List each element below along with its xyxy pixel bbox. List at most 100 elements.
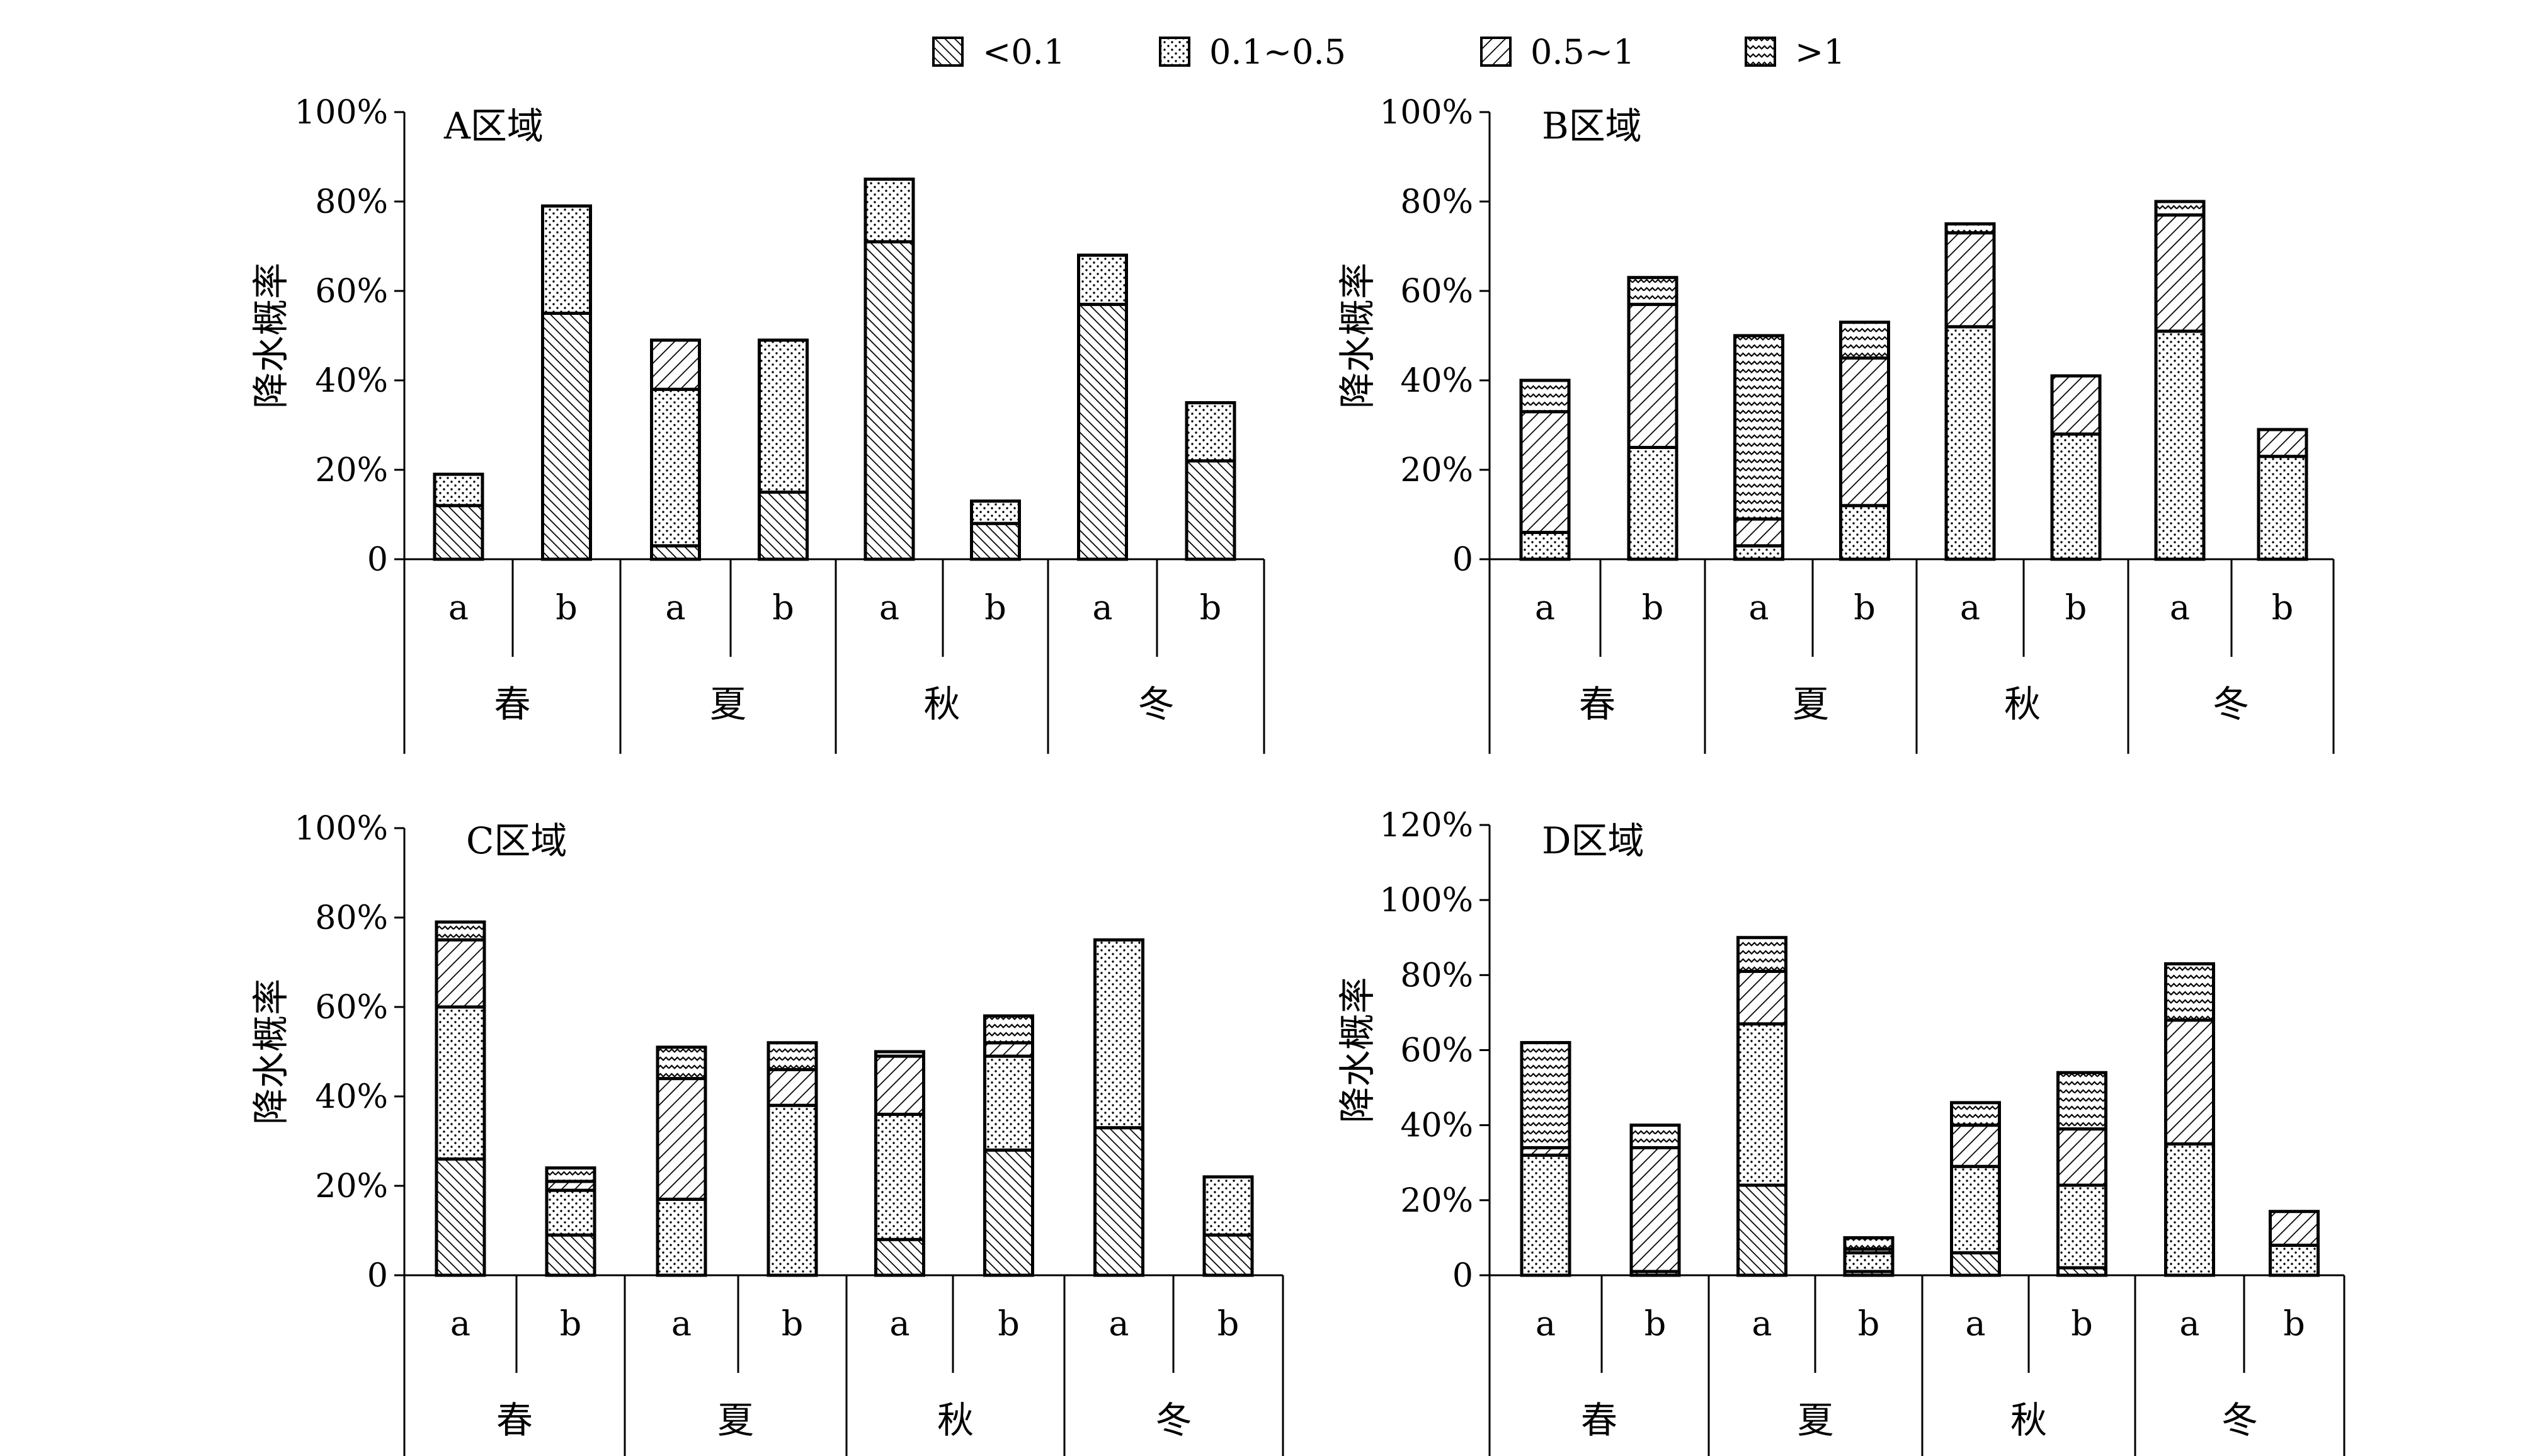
y-tick-label-b-2: 40% [1400,362,1473,400]
bar-segment-c-1-0-1-0-5 [545,1188,596,1237]
x-tick-label-d-7: b [2283,1304,2305,1343]
season-label-a-0: 春 [494,683,530,725]
bar-segment-c-6-lt-0-1 [1093,1126,1144,1277]
x-tick-label-d-4: a [1965,1304,1985,1343]
y-tick-label-b-1: 20% [1400,452,1473,489]
bar-segment-c-4-lt-0-1 [874,1237,925,1277]
bar-segment-b-1-0-1-0-5 [1627,446,1679,561]
bar-segment-c-6-0-1-0-5 [1093,938,1144,1130]
bar-segment-b-2-0-1-0-5 [1733,544,1784,561]
bar-segment-b-0-gt-1 [1519,378,1571,414]
x-tick-label-d-5: b [2071,1304,2093,1343]
season-label-c-0: 春 [496,1399,533,1442]
bar-segment-c-7-lt-0-1 [1202,1233,1254,1277]
bar-segment-c-1-lt-0-1 [545,1233,596,1277]
season-label-c-1: 夏 [717,1399,754,1442]
season-label-d-1: 夏 [1797,1399,1833,1442]
bar-segment-c-0-lt-0-1 [435,1157,486,1277]
legend-swatch-gt-1 [1745,37,1776,67]
bar-segment-c-0-0-5-1 [435,938,486,1009]
bar-segment-b-0-0-1-0-5 [1519,530,1571,561]
bar-segment-d-5-0-1-0-5 [2056,1183,2107,1270]
bar-segment-a-2-lt-0-1 [650,544,701,561]
bar-segment-c-4-0-1-0-5 [874,1112,925,1241]
x-tick-label-b-7: b [2272,588,2294,627]
bar-segment-d-6-gt-1 [2164,962,2215,1022]
bar-segment-a-4-0-1-0-5 [864,178,915,244]
bar-segment-d-1-0-5-1 [1629,1146,1681,1273]
season-label-d-0: 春 [1581,1399,1617,1442]
bar-segment-b-1-0-5-1 [1627,302,1679,449]
x-tick-label-a-5: b [984,588,1006,627]
bar-segment-d-1-gt-1 [1629,1123,1681,1149]
y-tick-label-b-0: 0 [1452,541,1473,579]
y-tick-label-a-5: 100% [294,94,388,132]
y-tick-label-a-0: 0 [367,541,388,579]
y-tick-label-d-5: 100% [1379,882,1473,919]
bar-segment-b-4-0-5-1 [1944,231,1996,329]
legend-swatch-0-1-0-5 [1159,37,1190,67]
y-tick-label-d-2: 40% [1400,1107,1473,1145]
x-tick-label-c-7: b [1217,1304,1240,1343]
bar-segment-d-7-0-1-0-5 [2269,1243,2320,1277]
panel-title-d: D区域 [1542,819,1644,862]
legend-label-gt-1: >1 [1795,32,1845,72]
x-tick-label-d-3: b [1858,1304,1880,1343]
bar-segment-c-2-0-1-0-5 [656,1197,707,1277]
bar-segment-a-6-lt-0-1 [1077,302,1128,561]
legend-swatch-lt-0-1 [932,37,964,67]
y-axis-label-b: 降水概率 [1336,263,1379,409]
x-tick-label-b-0: a [1535,588,1555,627]
bar-segment-b-5-0-1-0-5 [2050,432,2102,561]
y-tick-label-d-3: 60% [1400,1032,1473,1070]
bar-segment-c-3-0-5-1 [767,1067,818,1107]
bar-segment-d-2-0-1-0-5 [1736,1022,1787,1187]
y-tick-label-d-4: 80% [1400,957,1473,994]
y-tick-label-a-3: 60% [315,273,388,310]
bar-segment-a-2-0-5-1 [650,338,701,391]
x-tick-label-b-1: b [1642,588,1664,627]
x-tick-label-c-0: a [450,1304,470,1343]
bar-segment-b-4-gt-1 [1944,222,1996,235]
bar-segment-a-3-0-1-0-5 [758,338,809,494]
x-tick-label-b-6: a [2170,588,2190,627]
bar-segment-d-4-gt-1 [1950,1101,2001,1127]
bar-segment-b-2-gt-1 [1733,334,1784,521]
bar-segment-a-1-0-1-0-5 [541,204,592,315]
panel-title-c: C区域 [466,819,567,862]
y-axis-label-d: 降水概率 [1336,977,1379,1123]
season-label-a-3: 冬 [1137,683,1174,725]
bar-segment-a-4-lt-0-1 [864,240,915,561]
bar-segment-b-2-0-5-1 [1733,517,1784,548]
y-tick-label-c-4: 80% [315,899,388,937]
season-label-a-1: 夏 [710,683,746,725]
bar-segment-b-5-0-5-1 [2050,374,2102,436]
x-tick-label-a-4: a [879,588,899,627]
bar-segment-a-0-lt-0-1 [433,504,484,561]
season-label-d-3: 冬 [2221,1399,2258,1442]
bar-segment-c-5-lt-0-1 [983,1148,1034,1277]
season-label-b-0: 春 [1579,683,1616,725]
y-tick-label-c-3: 60% [315,989,388,1027]
season-label-c-2: 秋 [937,1399,974,1442]
x-tick-label-a-7: b [1200,588,1222,627]
bar-segment-d-2-lt-0-1 [1736,1183,1787,1277]
season-label-d-2: 秋 [2010,1399,2047,1442]
bar-segment-c-2-gt-1 [656,1045,707,1081]
x-tick-label-d-0: a [1536,1304,1556,1343]
y-tick-label-c-0: 0 [367,1257,388,1295]
bar-segment-a-0-0-1-0-5 [433,472,484,508]
bar-segment-b-4-0-1-0-5 [1944,325,1996,561]
bar-segment-b-3-0-1-0-5 [1839,504,1890,561]
x-tick-label-b-4: a [1960,588,1980,627]
x-tick-label-c-3: b [782,1304,804,1343]
x-tick-label-a-3: b [772,588,794,627]
bar-segment-c-1-gt-1 [545,1166,596,1183]
x-tick-label-c-6: a [1109,1304,1129,1343]
panel-title-b: B区域 [1542,105,1642,147]
